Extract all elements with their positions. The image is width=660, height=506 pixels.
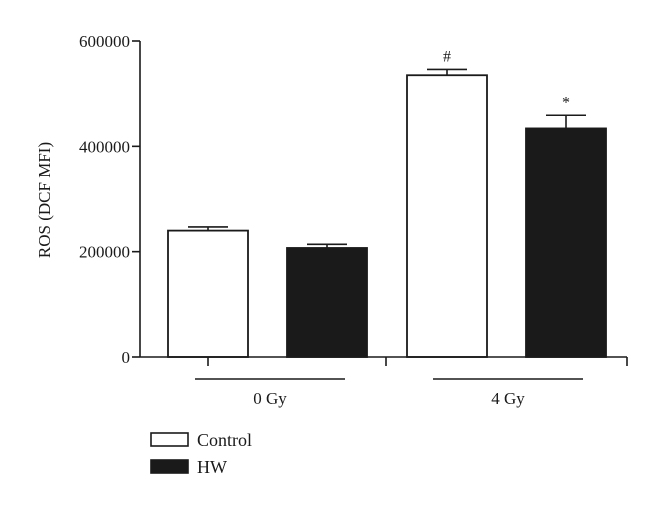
y-axis-label: ROS (DCF MFI) (35, 142, 54, 258)
bar-control-1 (167, 229, 249, 358)
significance-mark: * (562, 94, 570, 111)
legend-label-hw: HW (197, 457, 227, 477)
legend-swatch-control (150, 432, 189, 447)
significance-mark: # (443, 48, 451, 65)
y-tick-label: 0 (122, 348, 131, 367)
x-category-label: 4 Gy (491, 389, 525, 408)
bars: #* (167, 48, 607, 358)
y-tick-label: 400000 (79, 137, 130, 156)
legend: Control HW (150, 430, 252, 477)
x-axis (140, 356, 628, 366)
bar-hw-1 (286, 247, 368, 358)
legend-swatch-hw (150, 459, 189, 474)
bar-hw-2 (525, 127, 607, 358)
group-labels: 0 Gy 4 Gy (195, 378, 583, 408)
y-tick-label: 200000 (79, 243, 130, 262)
y-tick-label: 600000 (79, 32, 130, 51)
x-category-label: 0 Gy (253, 389, 287, 408)
bar-control-2 (406, 74, 488, 358)
y-ticks: 0 200000 400000 600000 (79, 32, 140, 367)
legend-label-control: Control (197, 430, 252, 450)
